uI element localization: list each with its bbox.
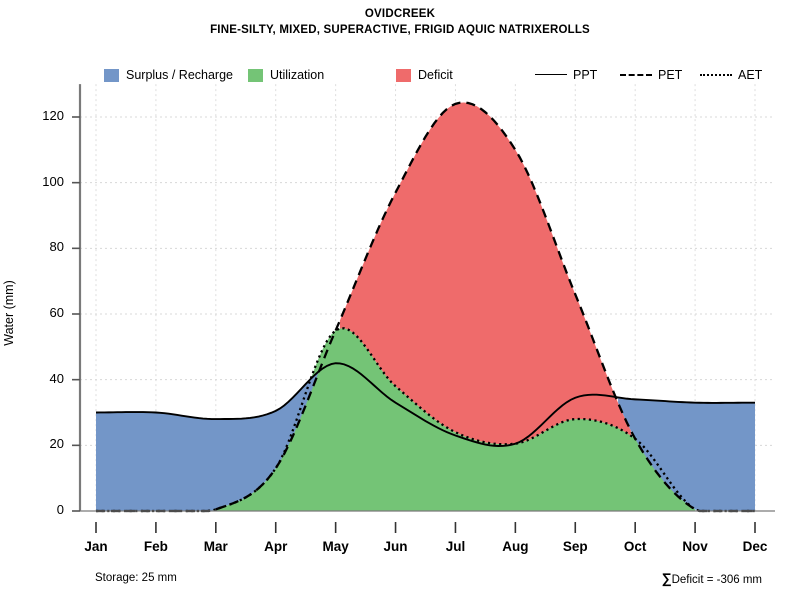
x-tick-label-Mar: Mar bbox=[203, 539, 228, 554]
legend-swatch-deficit bbox=[396, 68, 411, 82]
ppt-line-icon bbox=[535, 69, 567, 81]
legend-item-deficit: Deficit bbox=[396, 66, 453, 84]
y-tick-label-80: 80 bbox=[49, 239, 64, 255]
pet-line-icon bbox=[620, 69, 652, 81]
x-tick-label-Oct: Oct bbox=[623, 539, 647, 554]
legend-label-surplus: Surplus / Recharge bbox=[126, 68, 234, 82]
y-tick-label-20: 20 bbox=[49, 436, 64, 452]
storage-note: Storage: 25 mm bbox=[95, 572, 177, 584]
legend-item-ppt: PPT bbox=[535, 66, 597, 84]
legend-label-aet: AET bbox=[738, 68, 763, 82]
y-tick-label-0: 0 bbox=[56, 502, 64, 517]
deficit-note: ∑Deficit = -306 mm bbox=[662, 570, 762, 586]
y-tick-label-40: 40 bbox=[49, 370, 64, 386]
x-tick-label-Sep: Sep bbox=[562, 539, 588, 554]
y-tick-label-120: 120 bbox=[42, 108, 64, 123]
legend-swatch-utilization bbox=[248, 68, 263, 82]
area-deficit bbox=[339, 102, 631, 445]
aet-line-icon bbox=[700, 69, 732, 81]
x-tick-label-Jun: Jun bbox=[383, 539, 408, 554]
legend-label-utilization: Utilization bbox=[270, 68, 325, 82]
legend-label-ppt: PPT bbox=[573, 68, 598, 82]
y-tick-label-60: 60 bbox=[49, 305, 64, 320]
deficit-note-text: Deficit = -306 mm bbox=[671, 574, 762, 586]
sigma-icon: ∑ bbox=[661, 570, 672, 586]
x-tick-label-Apr: Apr bbox=[264, 539, 288, 554]
area-surplus-recharge bbox=[96, 371, 755, 511]
x-tick-label-Nov: Nov bbox=[682, 539, 708, 554]
legend-label-deficit: Deficit bbox=[418, 68, 453, 82]
chart-subtitle: FINE-SILTY, MIXED, SUPERACTIVE, FRIGID A… bbox=[210, 24, 590, 36]
x-tick-label-Jul: Jul bbox=[445, 539, 466, 554]
legend-swatch-surplus bbox=[104, 68, 119, 82]
x-tick-label-Feb: Feb bbox=[143, 539, 168, 554]
x-tick-label-May: May bbox=[322, 539, 349, 554]
x-tick-label-Aug: Aug bbox=[502, 539, 529, 554]
chart-legend: Surplus / Recharge Utilization Deficit P… bbox=[0, 66, 800, 86]
chart-title-block: OVIDCREEK FINE-SILTY, MIXED, SUPERACTIVE… bbox=[0, 6, 800, 38]
y-tick-label-100: 100 bbox=[42, 173, 64, 189]
legend-item-pet: PET bbox=[620, 66, 682, 84]
x-tick-label-Jan: Jan bbox=[84, 539, 108, 554]
legend-item-surplus: Surplus / Recharge bbox=[104, 66, 233, 84]
legend-item-aet: AET bbox=[700, 66, 762, 84]
chart-title: OVIDCREEK bbox=[364, 8, 436, 20]
ppt-curve bbox=[95, 362, 756, 447]
legend-item-utilization: Utilization bbox=[248, 66, 324, 84]
legend-label-pet: PET bbox=[658, 68, 683, 82]
x-tick-label-Dec: Dec bbox=[742, 539, 768, 554]
area-utilization bbox=[211, 328, 696, 511]
